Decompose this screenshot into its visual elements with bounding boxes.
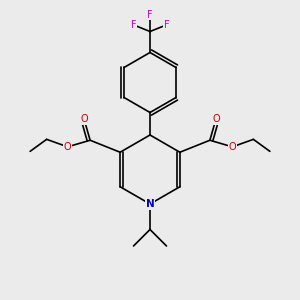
- Text: O: O: [212, 114, 220, 124]
- Text: F: F: [164, 20, 169, 30]
- Text: N: N: [146, 199, 154, 209]
- Text: O: O: [80, 114, 88, 124]
- Text: F: F: [131, 20, 136, 30]
- Text: F: F: [147, 10, 153, 20]
- Text: O: O: [229, 142, 236, 152]
- Text: O: O: [64, 142, 71, 152]
